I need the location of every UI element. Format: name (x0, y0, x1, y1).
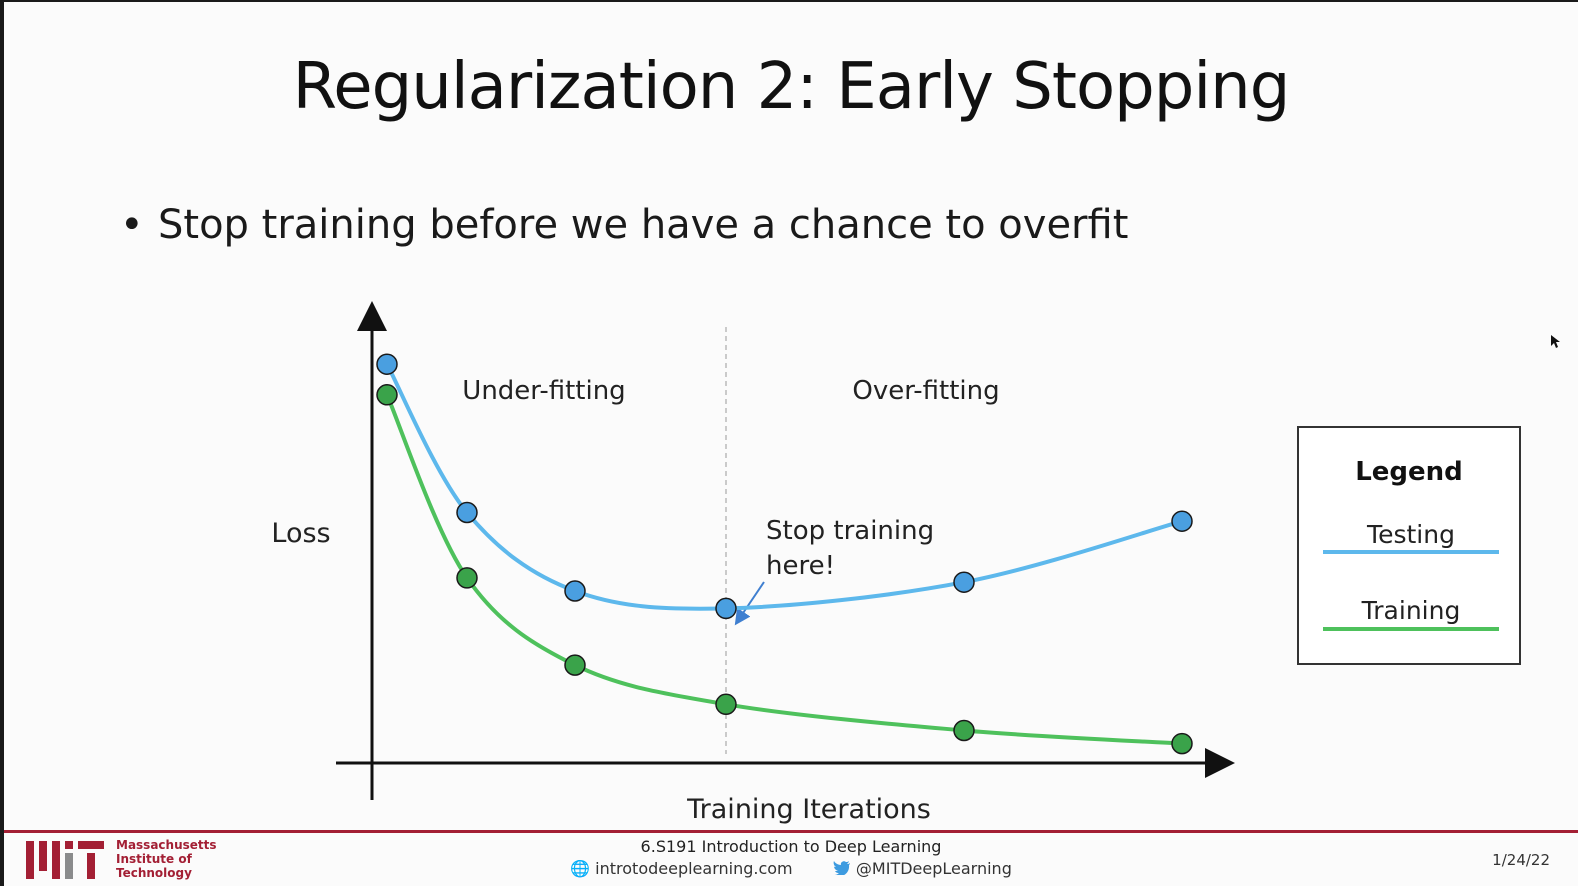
slide: Regularization 2: Early Stopping • Stop t… (4, 2, 1578, 886)
mit-wordmark-line-2: Institute of (116, 852, 192, 866)
x-axis-label: Training Iterations (686, 794, 931, 825)
website-link[interactable]: introtodeeplearning.com (595, 859, 793, 878)
footer-divider (4, 830, 1578, 833)
footer-links: 🌐 introtodeeplearning.com @MITDeepLearni… (4, 859, 1578, 878)
series-line-testing (385, 363, 1183, 611)
annotation-arrow (734, 581, 765, 626)
legend: Legend Testing Training (1297, 426, 1521, 665)
point-training-2 (456, 567, 478, 589)
mit-logo-icon (26, 841, 104, 879)
point-training-3 (564, 654, 586, 676)
point-training-4 (715, 693, 737, 716)
mit-wordmark-line-3: Technology (116, 866, 192, 880)
course-name: 6.S191 Introduction to Deep Learning (640, 837, 942, 856)
legend-title: Legend (1355, 457, 1463, 487)
mit-wordmark-line-1: Massachusetts (116, 838, 217, 852)
bullet-point: • Stop training before we have a chance t… (120, 202, 1128, 248)
legend-box (1297, 426, 1521, 665)
region-label-overfitting: Over-fitting (852, 376, 999, 406)
series-line-training (385, 394, 1183, 746)
point-testing-2 (456, 501, 478, 524)
point-training-6 (1171, 732, 1193, 755)
chart-axes (336, 301, 1235, 800)
point-testing-6 (1171, 510, 1193, 532)
mouse-cursor-icon (1551, 335, 1560, 348)
bullet-dot-icon: • (120, 202, 144, 248)
slide-title: Regularization 2: Early Stopping (292, 50, 1291, 124)
mit-wordmark: Massachusetts Institute of Technology (116, 838, 217, 880)
point-testing-4 (715, 597, 737, 620)
footer: Massachusetts Institute of Technology 6.… (4, 833, 1578, 886)
point-testing-3 (564, 580, 586, 602)
legend-entry-training: Training (1361, 596, 1461, 625)
region-label-underfitting: Under-fitting (462, 376, 625, 406)
bullet-text: Stop training before we have a chance to… (158, 202, 1129, 248)
point-testing-5 (953, 571, 975, 593)
annotation-line-2: here! (766, 551, 835, 581)
point-training-1 (376, 384, 398, 406)
series-layer (376, 353, 1193, 755)
annotation-line-1: Stop training (766, 516, 934, 546)
y-axis-label: Loss (271, 518, 330, 549)
slide-date: 1/24/22 (1492, 851, 1550, 869)
twitter-handle[interactable]: @MITDeepLearning (855, 859, 1012, 878)
globe-icon: 🌐 (570, 859, 591, 878)
point-training-5 (953, 719, 975, 742)
point-testing-1 (376, 353, 398, 375)
loss-chart: Under-fitting Over-fitting Loss Training… (271, 301, 1521, 825)
twitter-bird-icon (832, 861, 850, 877)
legend-entry-testing: Testing (1366, 520, 1455, 549)
